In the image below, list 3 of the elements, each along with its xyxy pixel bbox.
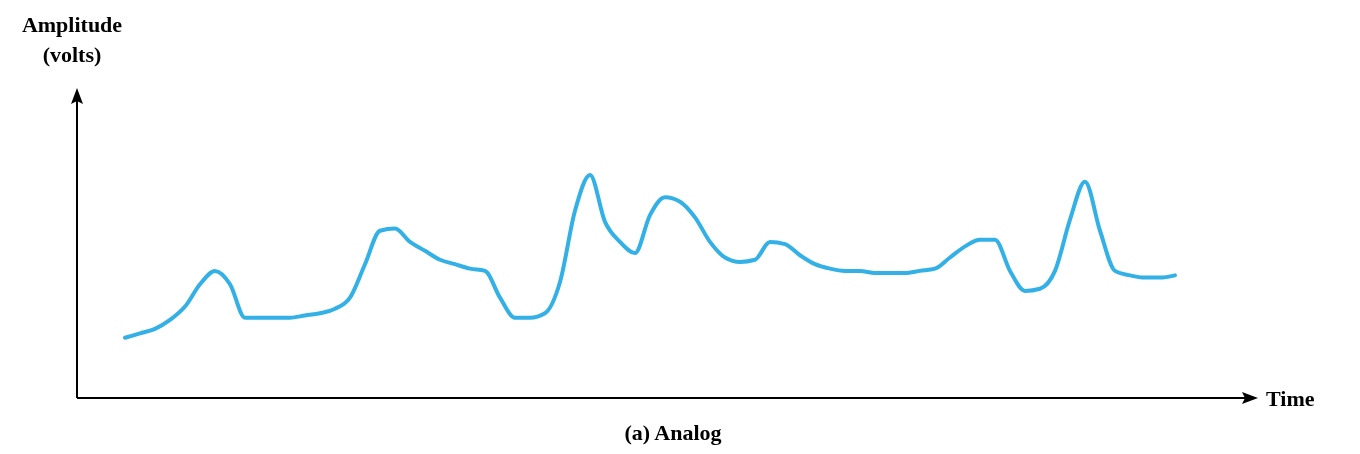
y-axis-title: Amplitude (volts) bbox=[21, 12, 123, 67]
x-axis-title: Time bbox=[1266, 386, 1315, 411]
text: (a) Analog bbox=[624, 420, 722, 445]
